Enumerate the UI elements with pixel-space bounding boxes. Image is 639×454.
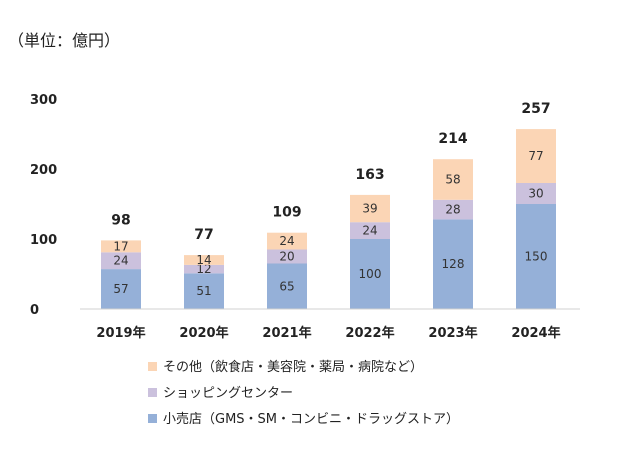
x-tick-label: 2019年 xyxy=(96,325,145,341)
bar-segment xyxy=(350,194,390,223)
bar-segment xyxy=(516,183,556,204)
legend-swatch xyxy=(148,414,157,423)
x-axis: 2019年 2020年 2021年 2022年 2023年 2024年 xyxy=(80,308,580,341)
bar-segment xyxy=(184,264,224,274)
bar-segment xyxy=(101,269,141,309)
segment-value-label: 20 xyxy=(279,250,294,264)
bar-segment xyxy=(184,255,224,265)
total-value-label: 109 xyxy=(272,205,301,221)
segment-value-label: 14 xyxy=(196,253,211,267)
legend-entry: その他（飲食店・美容院・薬局・病院など） xyxy=(163,359,423,375)
segment-value-label: 24 xyxy=(113,254,128,268)
legend-swatch xyxy=(148,362,157,371)
segment-value-label: 12 xyxy=(196,262,211,276)
x-tick-label: 2022年 xyxy=(345,325,394,341)
segment-value-label: 57 xyxy=(113,282,128,296)
total-value-label: 257 xyxy=(521,101,550,117)
legend-swatch xyxy=(148,388,157,397)
segment-value-label: 58 xyxy=(445,173,460,187)
bar-segment xyxy=(267,232,307,250)
segment-value-label: 30 xyxy=(528,187,543,201)
bar-segment xyxy=(350,239,390,309)
bar-segment xyxy=(267,263,307,309)
bar-segment xyxy=(433,219,473,309)
bar-segment xyxy=(433,199,473,220)
bar-segment xyxy=(350,222,390,239)
segment-value-label: 51 xyxy=(196,284,211,298)
bar-segment xyxy=(267,249,307,264)
segment-value-label: 77 xyxy=(528,149,543,163)
total-value-label: 77 xyxy=(194,227,213,243)
legend: その他（飲食店・美容院・薬局・病院など） ショッピングセンター小売店（GMS・SM… xyxy=(148,359,459,427)
segment-value-label: 150 xyxy=(525,250,548,264)
segment-value-label: 128 xyxy=(442,257,465,271)
total-value-label: 163 xyxy=(355,167,384,183)
bar-segment xyxy=(184,273,224,309)
segment-value-label: 24 xyxy=(362,224,377,238)
y-axis: 0 100 200 300 xyxy=(30,93,57,318)
x-tick-label: 2020年 xyxy=(179,325,228,341)
unit-label: （単位：億円） xyxy=(8,31,120,50)
bar-segment xyxy=(101,240,141,253)
total-value-label: 214 xyxy=(438,131,467,147)
y-tick-label: 300 xyxy=(30,93,57,108)
x-tick-label: 2023年 xyxy=(428,325,477,341)
segment-value-label: 28 xyxy=(445,203,460,217)
bars: 5724179851121477652024109100243916312828… xyxy=(101,101,556,309)
segment-value-label: 17 xyxy=(113,239,128,253)
segment-value-label: 65 xyxy=(279,279,294,293)
bar-segment xyxy=(516,129,556,183)
legend-entry: ショッピングセンター xyxy=(163,386,293,401)
y-tick-label: 0 xyxy=(30,303,39,318)
segment-value-label: 39 xyxy=(362,202,377,216)
bar-segment xyxy=(516,204,556,309)
x-tick-label: 2024年 xyxy=(511,325,560,341)
bar-segment xyxy=(433,159,473,200)
bar-segment xyxy=(101,252,141,270)
x-tick-label: 2021年 xyxy=(262,325,311,341)
y-tick-label: 100 xyxy=(30,233,57,248)
segment-value-label: 100 xyxy=(359,267,382,281)
y-tick-label: 200 xyxy=(30,163,57,178)
total-value-label: 98 xyxy=(111,212,130,228)
segment-value-label: 24 xyxy=(279,234,294,248)
legend-entry: 小売店（GMS・SM・コンビニ・ドラッグストア） xyxy=(163,411,459,427)
